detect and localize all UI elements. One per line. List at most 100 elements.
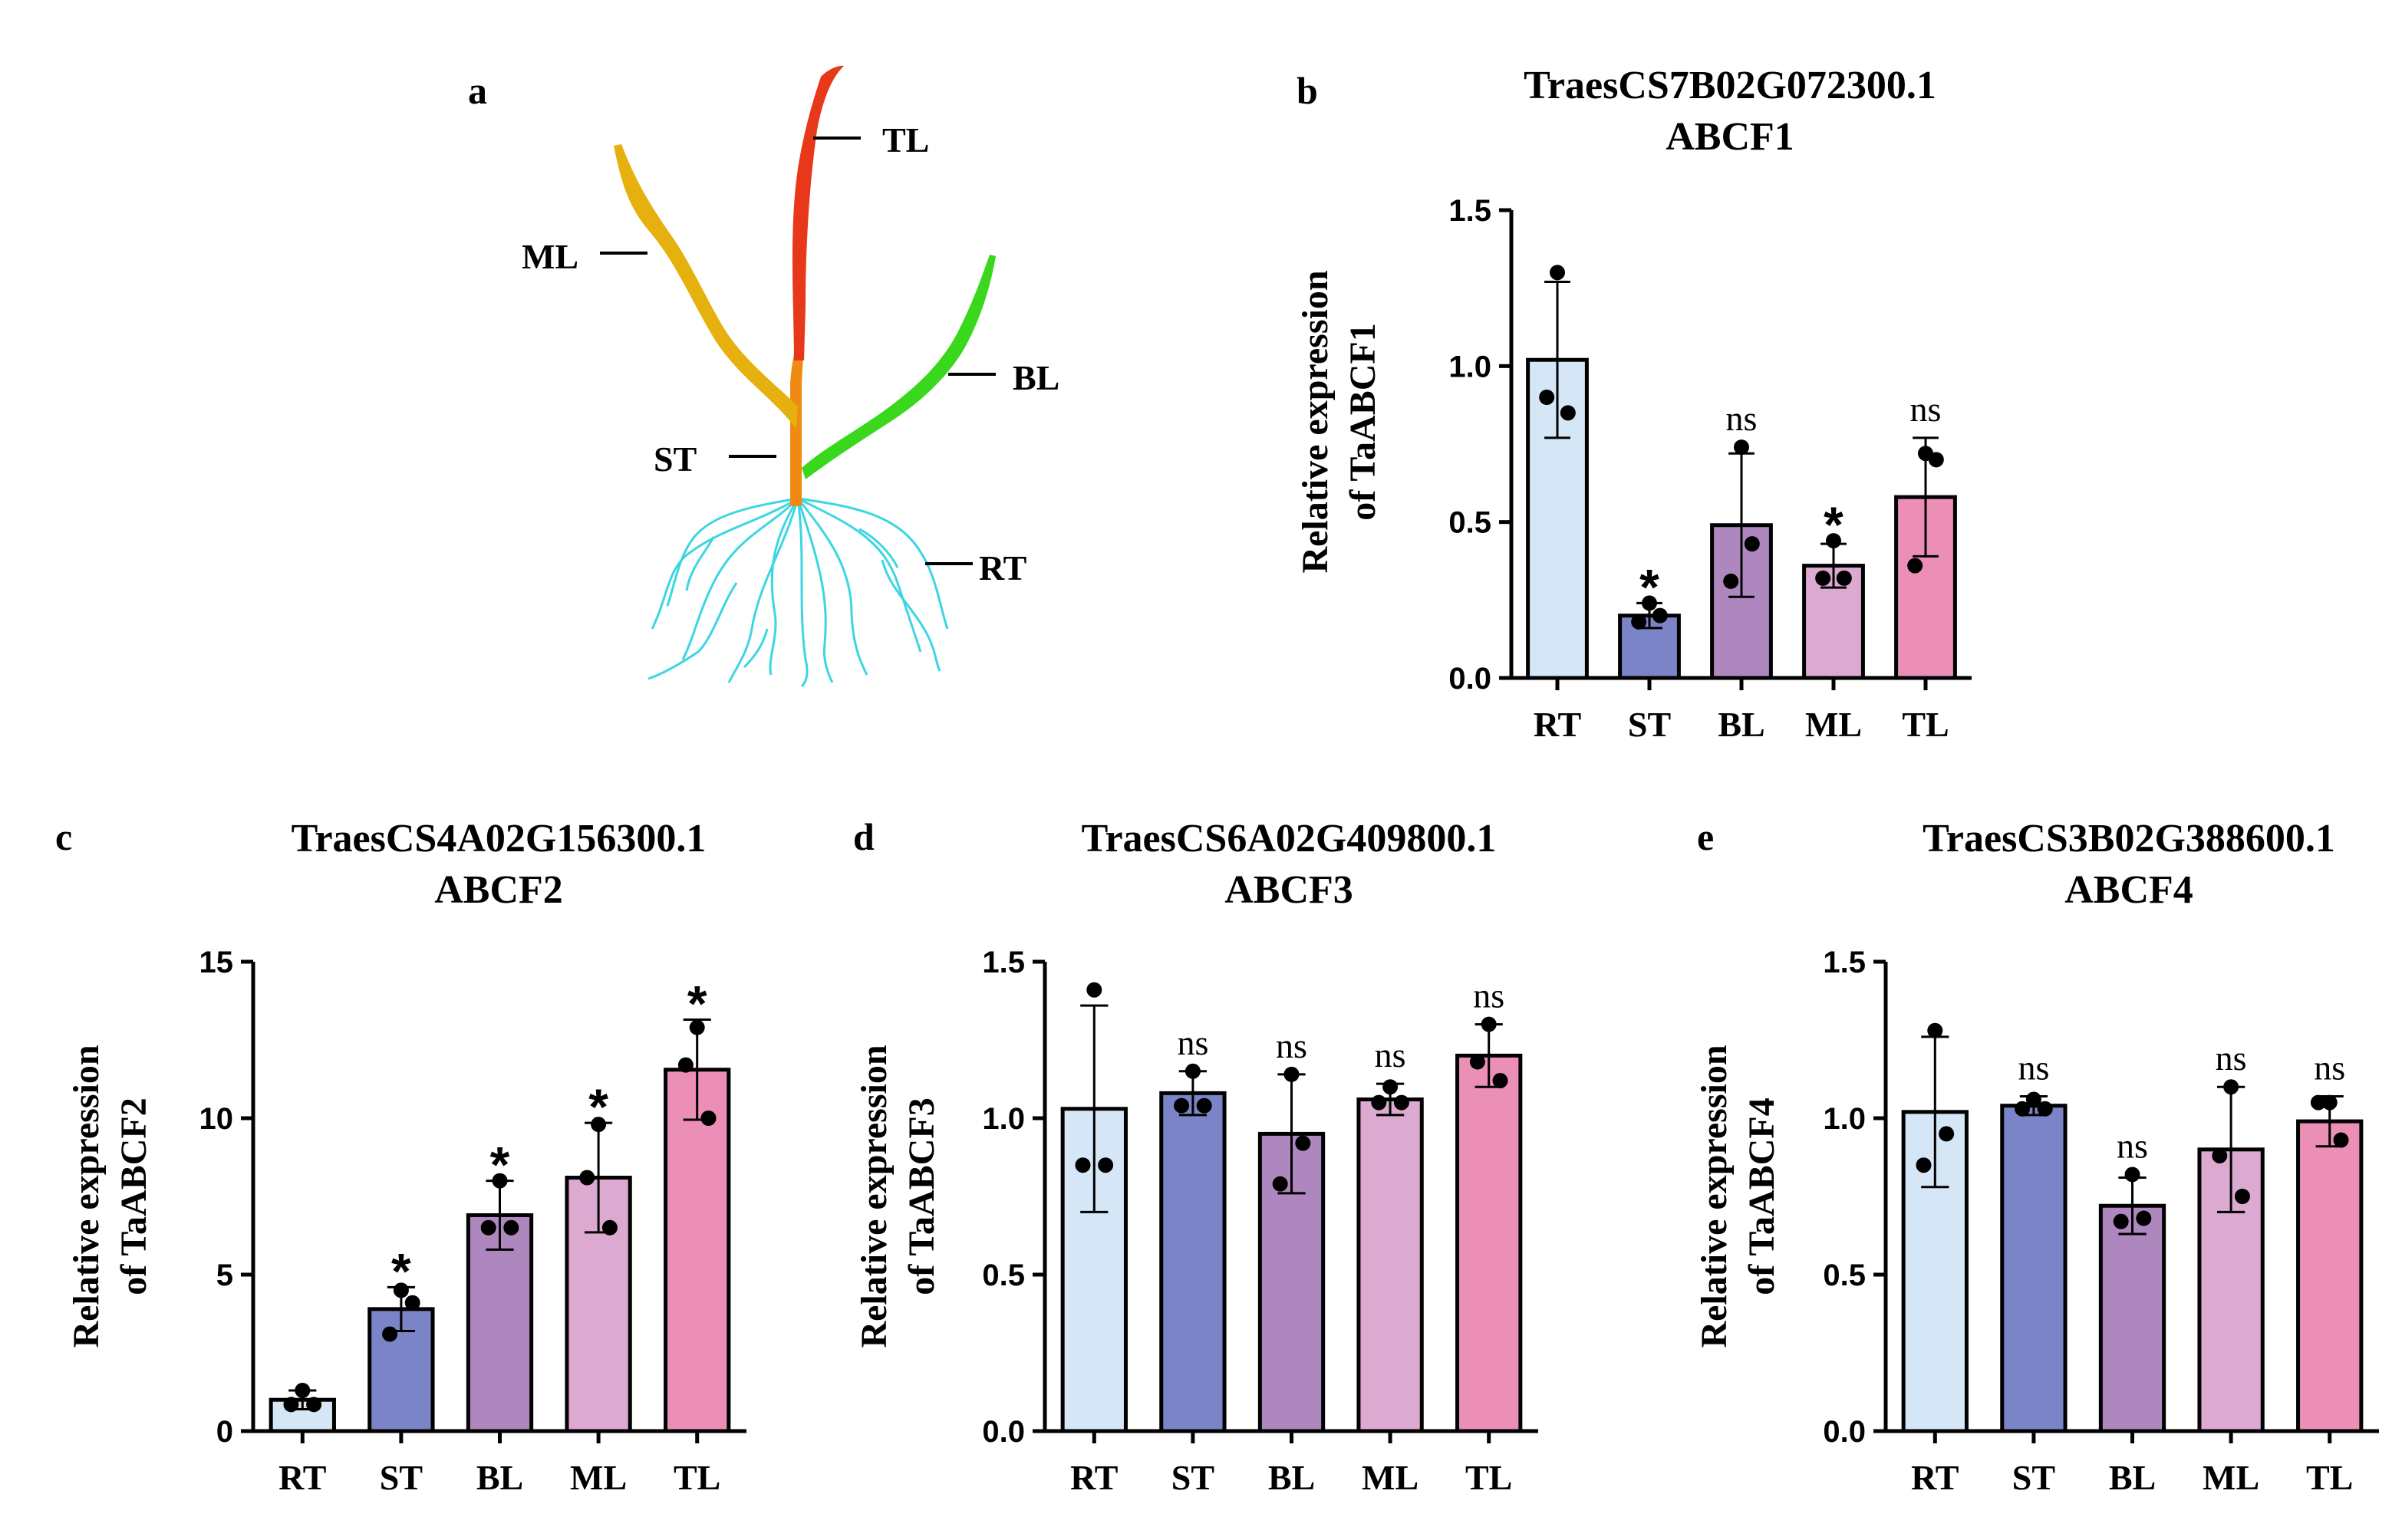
panel-a-plant-illustration: a [468, 65, 1059, 688]
middle-leaf-drawing [614, 144, 798, 429]
y-axis-label-line1: Relative expression [66, 1045, 107, 1348]
y-axis-label-line1: Relative expression [854, 1045, 895, 1348]
bar [2296, 1119, 2364, 1433]
significance-ns: ns [1910, 390, 1942, 429]
data-point [579, 1170, 595, 1186]
data-point [677, 1057, 694, 1073]
data-point [2212, 1147, 2228, 1163]
bar [466, 1213, 534, 1433]
data-point [1382, 1079, 1399, 1095]
chart-title: TraesCS6A02G409800.1 [1082, 817, 1497, 860]
y-axis-label-line2: of TaABCF2 [114, 1097, 154, 1295]
y-tick-label: 10 [199, 1102, 234, 1136]
x-tick-label: RT [1534, 705, 1581, 744]
bar [2098, 1203, 2166, 1433]
data-point [1492, 1073, 1508, 1089]
data-point [2333, 1132, 2349, 1148]
data-point [689, 1019, 705, 1035]
panel-letter-c: c [55, 815, 72, 858]
significance-star: * [391, 1242, 411, 1299]
data-point [295, 1382, 311, 1398]
y-tick-label: 0.0 [982, 1415, 1025, 1449]
x-tick-label: ST [2012, 1458, 2055, 1497]
panel-letter-a: a [468, 69, 487, 112]
data-point [480, 1219, 496, 1236]
data-point [2136, 1210, 2152, 1226]
plot-area: 0.0 0.5 1.0 1.5 RT ST ns BL ns ML ns TL ns [1823, 946, 2379, 1497]
x-tick-label: ST [1171, 1458, 1214, 1497]
x-tick-label: RT [1911, 1458, 1959, 1497]
label-ml: ML [522, 237, 578, 276]
data-point [404, 1295, 420, 1311]
x-tick-label: ML [1362, 1458, 1418, 1497]
data-point [1560, 405, 1576, 421]
bar [2197, 1147, 2265, 1433]
label-bl: BL [1013, 358, 1059, 397]
chart-panel-c: c TraesCS4A02G156300.1 ABCF2 Relative ex… [55, 815, 746, 1497]
y-tick-label: 0.0 [1823, 1415, 1866, 1449]
bar [664, 1068, 731, 1433]
data-point [1272, 1176, 1288, 1192]
data-point [1174, 1097, 1190, 1114]
significance-ns: ns [2018, 1048, 2049, 1087]
x-tick-label: TL [1465, 1458, 1512, 1497]
data-point [382, 1326, 398, 1342]
y-axis-label-line2: of TaABCF3 [901, 1097, 942, 1295]
x-tick-label: ST [380, 1458, 423, 1497]
y-axis-label-line1: Relative expression [1694, 1045, 1735, 1348]
data-point [601, 1219, 618, 1236]
y-tick-label: 0.5 [1448, 506, 1491, 540]
data-point [1283, 1066, 1300, 1082]
data-point [1744, 536, 1760, 552]
x-tick-label: RT [1070, 1458, 1118, 1497]
y-axis-label-line2: of TaABCF1 [1343, 323, 1383, 520]
data-point [1481, 1016, 1497, 1032]
significance-ns: ns [2216, 1038, 2247, 1078]
x-tick-label: BL [476, 1458, 523, 1497]
significance-ns: ns [2314, 1048, 2345, 1087]
x-tick-label: ST [1628, 705, 1671, 744]
data-point [700, 1111, 717, 1126]
data-point [1469, 1054, 1485, 1070]
data-point [2124, 1167, 2140, 1183]
x-tick-label: TL [1902, 705, 1949, 744]
x-tick-label: BL [1268, 1458, 1315, 1497]
y-tick-label: 1.5 [1823, 946, 1866, 979]
data-point [1734, 439, 1749, 456]
significance-ns: ns [1276, 1026, 1307, 1065]
y-tick-label: 0.5 [982, 1259, 1025, 1292]
chart-subtitle: ABCF3 [1224, 868, 1353, 912]
data-point [1642, 595, 1657, 611]
data-point [1916, 1157, 1932, 1173]
data-point [492, 1173, 508, 1189]
significance-ns: ns [1473, 976, 1504, 1015]
x-tick-label: RT [278, 1458, 326, 1497]
chart-title: TraesCS7B02G072300.1 [1524, 64, 1936, 107]
data-point [1652, 607, 1668, 624]
significance-ns: ns [2117, 1126, 2148, 1165]
data-point [1826, 533, 1841, 549]
data-point [1098, 1157, 1114, 1173]
chart-title: TraesCS3B02G388600.1 [1923, 817, 2335, 860]
data-point [2037, 1101, 2053, 1117]
significance-ns: ns [1177, 1023, 1208, 1062]
significance-star: * [1639, 558, 1659, 615]
data-point [1539, 390, 1555, 405]
significance-ns: ns [1375, 1035, 1406, 1074]
x-tick-label: ML [570, 1458, 627, 1497]
data-point [2015, 1101, 2031, 1117]
x-tick-label: ML [1805, 705, 1862, 744]
plot-area: 0.0 0.5 1.0 1.5 RT ST ns BL ns ML ns TL ns [982, 946, 1538, 1497]
data-point [2223, 1079, 2239, 1095]
data-point [2234, 1189, 2250, 1204]
y-tick-label: 5 [216, 1259, 233, 1292]
plant-label-lines [600, 137, 996, 565]
data-point [1907, 558, 1923, 574]
label-st: ST [654, 439, 697, 479]
data-point [1815, 570, 1831, 586]
root-drawing [647, 497, 949, 688]
y-tick-label: 1.0 [1448, 350, 1491, 383]
bar [1802, 564, 1865, 680]
bar [367, 1307, 435, 1433]
